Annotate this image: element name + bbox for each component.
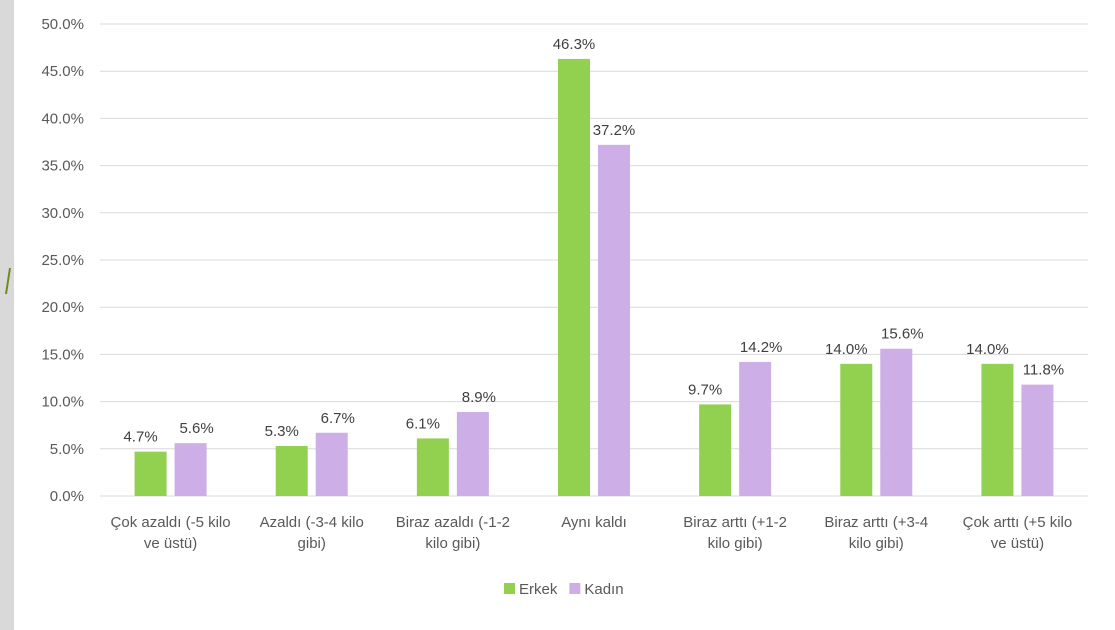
data-label: 11.8% [1023,362,1064,379]
category-label: Azaldı (-3-4 kilo [260,514,364,531]
category-label: kilo gibi) [425,535,480,552]
category-label: kilo gibi) [708,535,763,552]
category-label: ve üstü) [991,535,1044,552]
bar-erkek[interactable] [558,58,590,496]
bar-erkek[interactable] [134,451,167,496]
bar-erkek[interactable] [981,363,1014,496]
y-tick-label: 45.0% [41,63,84,80]
bar-erkek[interactable] [840,363,873,496]
category-label: Çok arttı (+5 kilo [963,514,1073,531]
category-label: Çok azaldı (-5 kilo [111,514,231,531]
chart-frame: 0.0% 5.0% 10.0% 15.0% 20.0% 25.0% 30.0% 35.0% 40… [14,0,1115,630]
legend-swatch-kadın [569,583,581,594]
y-tick-label: 15.0% [41,346,84,363]
legend-label-erkek: Erkek [519,581,558,598]
bar-kadın[interactable] [739,361,772,496]
bar-chart: 0.0% 5.0% 10.0% 15.0% 20.0% 25.0% 30.0% 35.0% 40… [41,16,1088,598]
category-label: kilo gibi) [849,535,904,552]
bar-erkek[interactable] [699,404,732,496]
y-tick-label: 10.0% [41,394,84,411]
y-tick-label: 0.0% [50,488,84,505]
bar-kadın[interactable] [1021,384,1054,496]
category-label: Aynı kaldı [561,514,627,531]
legend-swatch-erkek [504,583,515,594]
bar-kadın[interactable] [880,348,913,496]
data-label: 46.3% [553,36,596,53]
category-label: Biraz azaldı (-1-2 [396,514,510,531]
data-label: 8.9% [462,389,496,406]
bar-kadın[interactable] [456,411,489,496]
decorative-arrow-stroke [5,267,11,295]
y-tick-label: 35.0% [41,158,84,175]
bar-erkek[interactable] [416,438,449,496]
legend-label-kadın: Kadın [584,581,623,598]
data-label: 14.0% [825,341,868,358]
data-label: 4.7% [123,429,157,446]
category-label: Biraz arttı (+3-4 [824,514,928,531]
bar-kadın[interactable] [315,432,348,496]
y-tick-label: 5.0% [50,441,84,458]
data-label: 14.0% [966,341,1009,358]
data-label: 5.3% [265,423,299,440]
data-label: 14.2% [740,339,783,356]
category-label: Biraz arttı (+1-2 [683,514,787,531]
y-tick-label: 40.0% [41,110,84,127]
y-tick-label: 20.0% [41,299,84,316]
bar-kadın[interactable] [174,443,207,496]
category-label: ve üstü) [144,535,197,552]
data-label: 5.6% [179,420,213,437]
data-label: 37.2% [593,122,636,139]
data-label: 6.1% [406,415,440,432]
bar-kadın[interactable] [598,144,630,496]
bar-erkek[interactable] [275,445,308,496]
y-tick-label: 30.0% [41,205,84,222]
y-tick-label: 25.0% [41,252,84,269]
y-tick-label: 50.0% [41,16,84,33]
data-label: 15.6% [881,326,924,343]
data-label: 6.7% [321,410,355,427]
data-label: 9.7% [688,381,722,398]
category-label: gibi) [298,535,326,552]
